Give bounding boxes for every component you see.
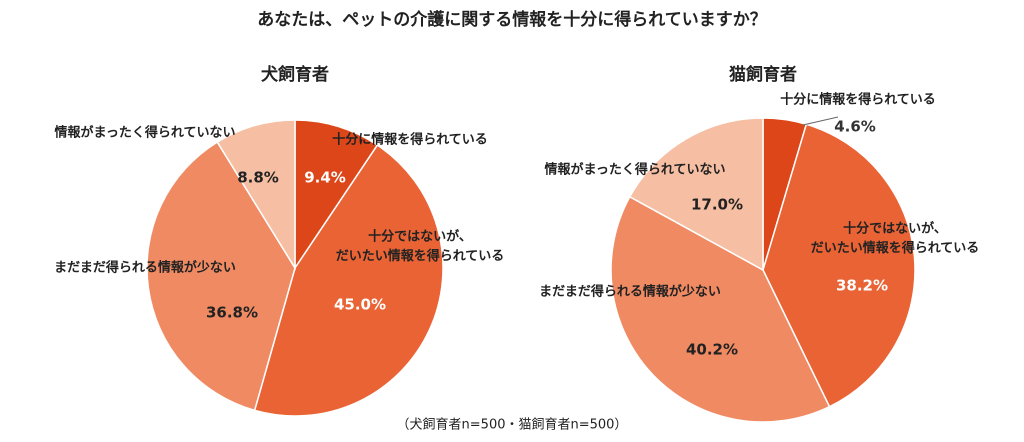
pie-slice <box>610 195 831 423</box>
value-label: 36.8% <box>206 304 258 322</box>
value-label: 45.0% <box>334 296 386 314</box>
pie-slice <box>762 123 916 408</box>
category-label: 情報がまったく得られていない <box>544 162 725 178</box>
leader-line <box>802 116 839 126</box>
category-label: 十分ではないが、だいたい情報を得られている <box>336 228 505 264</box>
pie-slice <box>628 117 764 272</box>
pie-title: 猫飼育者 <box>729 64 797 85</box>
category-label: まだまだ得られる情報が少ない <box>539 284 721 300</box>
pie-slice <box>253 144 444 417</box>
value-label: 4.6% <box>834 118 876 136</box>
category-label: 十分に情報を得られている <box>780 92 936 108</box>
chart-title: あなたは、ペットの介護に関する情報を十分に得られていますか？ <box>257 9 767 30</box>
value-label: 40.2% <box>686 341 738 359</box>
pie-slice <box>294 119 379 271</box>
category-label: 十分に情報を得られている <box>332 132 488 148</box>
pie-title: 犬飼育者 <box>261 64 329 85</box>
category-label: 十分ではないが、だいたい情報を得られている <box>811 220 980 256</box>
pie-slice <box>216 119 296 271</box>
footnote: （犬飼育者n=500・猫飼育者n=500） <box>397 417 628 433</box>
value-label: 17.0% <box>691 196 743 214</box>
category-label: 情報がまったく得られていない <box>54 125 235 141</box>
category-label: まだまだ得られる情報が少ない <box>54 260 236 276</box>
value-label: 9.4% <box>304 169 346 187</box>
value-label: 38.2% <box>836 277 888 295</box>
value-label: 8.8% <box>237 169 279 187</box>
